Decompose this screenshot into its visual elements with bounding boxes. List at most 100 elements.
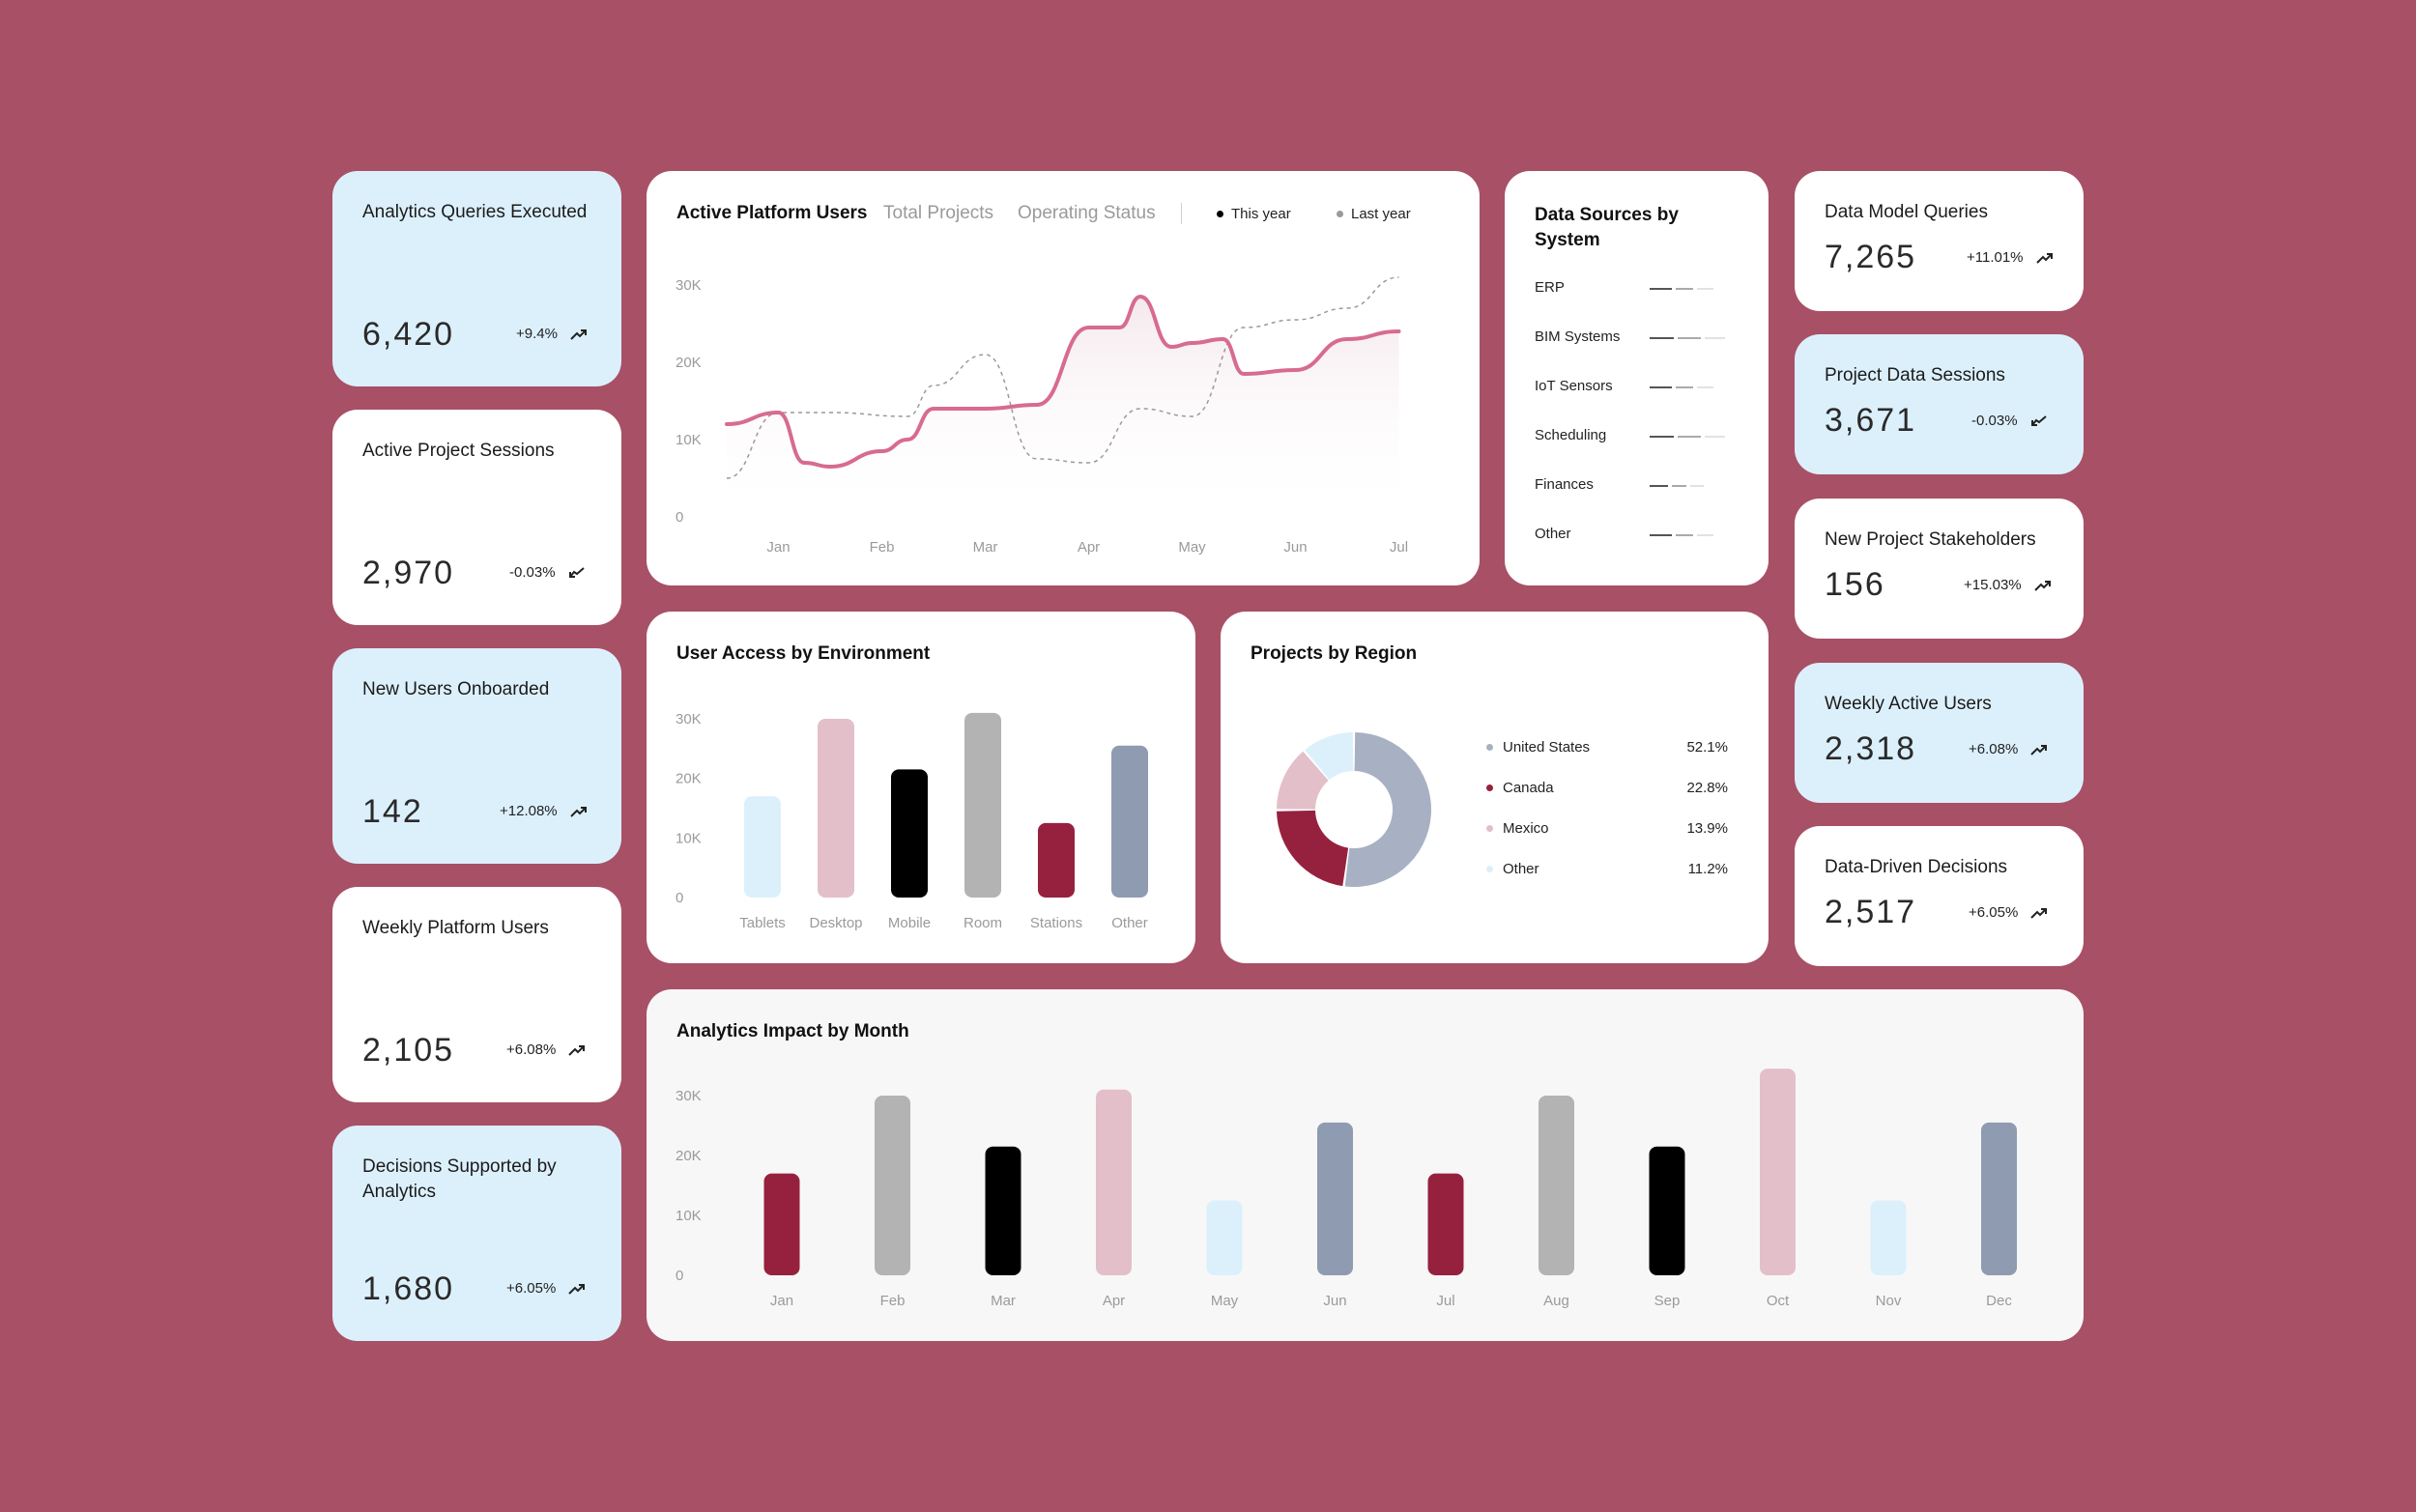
region-legend-row[interactable]: Other 11.2% bbox=[1486, 861, 1728, 877]
bar[interactable] bbox=[1096, 1089, 1132, 1275]
data-source-label: BIM Systems bbox=[1535, 328, 1621, 345]
data-source-segment bbox=[1689, 485, 1704, 487]
bar[interactable] bbox=[1206, 1200, 1243, 1276]
tab-active-platform-users[interactable]: Active Platform Users bbox=[676, 203, 868, 223]
bar[interactable] bbox=[1649, 1146, 1685, 1275]
donut-slice[interactable] bbox=[1344, 732, 1431, 887]
x-tick-label: Jun bbox=[1283, 539, 1307, 556]
bar[interactable] bbox=[875, 1096, 910, 1275]
data-source-segment bbox=[1676, 288, 1693, 290]
data-source-segment bbox=[1650, 485, 1669, 487]
region-percent: 22.8% bbox=[1686, 780, 1728, 796]
kpi-value: 2,318 bbox=[1825, 730, 1917, 767]
data-source-segment bbox=[1676, 534, 1693, 536]
data-source-segment bbox=[1677, 337, 1701, 339]
region-legend-row[interactable]: United States 52.1% bbox=[1486, 739, 1728, 756]
data-source-bar bbox=[1650, 485, 1704, 488]
kpi-card-data-driven-decisions[interactable]: Data-Driven Decisions 2,517 +6.05% bbox=[1795, 826, 2084, 966]
kpi-change-value: +6.05% bbox=[1969, 904, 2019, 921]
trend-down-icon bbox=[2030, 414, 2047, 426]
tab-total-projects[interactable]: Total Projects bbox=[883, 203, 994, 223]
data-source-segment bbox=[1650, 386, 1673, 388]
bar[interactable] bbox=[744, 796, 781, 898]
x-tick-label: Room bbox=[964, 915, 1002, 931]
bar[interactable] bbox=[763, 1173, 800, 1275]
bar[interactable] bbox=[1317, 1122, 1353, 1275]
projects-by-region-panel: Projects by Region United States 52.1% Can… bbox=[1221, 612, 1769, 963]
y-tick-label: 30K bbox=[676, 277, 702, 294]
region-legend-row[interactable]: Mexico 13.9% bbox=[1486, 820, 1728, 837]
kpi-card-analytics-queries[interactable]: Analytics Queries Executed 6,420 +9.4% bbox=[332, 171, 621, 386]
kpi-card-decisions-supported[interactable]: Decisions Supported by Analytics 1,680 +… bbox=[332, 1126, 621, 1341]
kpi-value: 142 bbox=[362, 793, 423, 830]
donut-slice[interactable] bbox=[1277, 751, 1329, 810]
legend-last-year[interactable]: Last year bbox=[1337, 206, 1411, 222]
month-bar-chart: 0 10K 20K 30K Jan Feb Mar Apr May Jun Jul Aug Sep Oct… bbox=[676, 1069, 2017, 1309]
trend-up-icon bbox=[2030, 907, 2048, 919]
kpi-title: New Users Onboarded bbox=[362, 679, 550, 699]
legend-dot-icon bbox=[1486, 785, 1493, 791]
tab-operating-status[interactable]: Operating Status bbox=[1018, 203, 1156, 223]
trend-up-icon bbox=[2030, 744, 2048, 756]
trend-up-icon bbox=[568, 1044, 586, 1056]
bar[interactable] bbox=[985, 1146, 1021, 1275]
donut-slice[interactable] bbox=[1277, 810, 1349, 887]
bar[interactable] bbox=[1981, 1122, 2017, 1275]
kpi-change-value: -0.03% bbox=[509, 564, 556, 581]
legend-dot-icon bbox=[1217, 211, 1223, 217]
bar[interactable] bbox=[964, 712, 1001, 898]
kpi-card-data-model-queries[interactable]: Data Model Queries 7,265 +11.01% bbox=[1795, 171, 2084, 311]
trend-down-icon bbox=[568, 566, 585, 578]
x-tick-label: Desktop bbox=[809, 915, 862, 931]
kpi-change-value: +6.08% bbox=[1969, 741, 2019, 757]
x-tick-label: May bbox=[1178, 539, 1206, 556]
x-tick-label: Aug bbox=[1543, 1293, 1569, 1309]
kpi-value: 156 bbox=[1825, 566, 1885, 603]
kpi-card-project-data-sessions[interactable]: Project Data Sessions 3,671 -0.03% bbox=[1795, 334, 2084, 474]
data-sources-title: Data Sources by System bbox=[1535, 205, 1679, 250]
kpi-change: +6.05% bbox=[506, 1280, 587, 1297]
bar[interactable] bbox=[1539, 1096, 1574, 1275]
bar[interactable] bbox=[1038, 822, 1075, 898]
bar[interactable] bbox=[1870, 1200, 1907, 1276]
kpi-card-weekly-active-users[interactable]: Weekly Active Users 2,318 +6.08% bbox=[1795, 663, 2084, 803]
kpi-change-value: -0.03% bbox=[1971, 413, 2018, 429]
bar[interactable] bbox=[891, 769, 928, 898]
trend-up-icon bbox=[2033, 580, 2051, 591]
y-tick-label: 10K bbox=[676, 830, 702, 846]
chart-title: User Access by Environment bbox=[676, 643, 931, 664]
donut-slice[interactable] bbox=[1305, 732, 1354, 781]
x-tick-label: Jun bbox=[1323, 1293, 1346, 1309]
region-legend-row[interactable]: Canada 22.8% bbox=[1486, 780, 1728, 796]
kpi-value: 2,970 bbox=[362, 555, 455, 591]
region-name: Canada bbox=[1503, 780, 1554, 796]
legend-dot-icon bbox=[1486, 825, 1493, 832]
kpi-card-active-project-sessions[interactable]: Active Project Sessions 2,970 -0.03% bbox=[332, 410, 621, 625]
kpi-card-new-project-stakeholders[interactable]: New Project Stakeholders 156 +15.03% bbox=[1795, 499, 2084, 639]
region-percent: 52.1% bbox=[1686, 739, 1728, 756]
env-bar-chart: 0 10K 20K 30K Tablets Desktop Mobile Room Statio… bbox=[676, 711, 1148, 931]
bar[interactable] bbox=[1427, 1173, 1464, 1275]
bar[interactable] bbox=[818, 719, 854, 898]
kpi-value: 7,265 bbox=[1825, 239, 1917, 275]
kpi-card-new-users-onboarded[interactable]: New Users Onboarded 142 +12.08% bbox=[332, 648, 621, 864]
kpi-card-weekly-platform-users[interactable]: Weekly Platform Users 2,105 +6.08% bbox=[332, 887, 621, 1102]
y-tick-label: 0 bbox=[676, 890, 683, 906]
y-tick-label: 20K bbox=[676, 771, 702, 787]
bar[interactable] bbox=[1111, 745, 1148, 898]
bar[interactable] bbox=[1760, 1069, 1796, 1275]
x-tick-label: Tablets bbox=[739, 915, 786, 931]
kpi-change: +15.03% bbox=[1964, 577, 2053, 593]
kpi-change-value: +9.4% bbox=[516, 326, 558, 342]
kpi-change: +11.01% bbox=[1967, 249, 2055, 266]
legend-this-year[interactable]: This year bbox=[1217, 206, 1291, 222]
y-tick-label: 0 bbox=[676, 1268, 683, 1284]
data-source-segment bbox=[1650, 337, 1674, 339]
x-tick-label: Other bbox=[1111, 915, 1148, 931]
kpi-change: +6.08% bbox=[1969, 741, 2049, 757]
kpi-title: Analytics Queries Executed bbox=[362, 202, 588, 222]
data-source-segment bbox=[1696, 534, 1713, 536]
data-source-label: IoT Sensors bbox=[1535, 378, 1613, 394]
kpi-change: +9.4% bbox=[516, 326, 589, 342]
analytics-impact-panel: Analytics Impact by Month 0 10K 20K 30K Jan F… bbox=[647, 989, 2084, 1341]
